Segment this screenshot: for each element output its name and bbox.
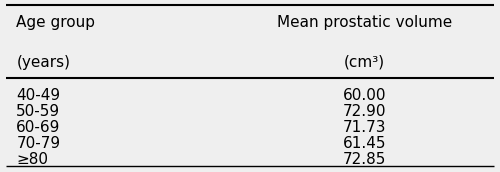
Text: 72.90: 72.90 <box>342 104 386 119</box>
Text: 71.73: 71.73 <box>342 120 386 135</box>
Text: 50-59: 50-59 <box>16 104 60 119</box>
Text: 40-49: 40-49 <box>16 88 60 104</box>
Text: (years): (years) <box>16 55 70 70</box>
Text: 60.00: 60.00 <box>342 88 386 104</box>
Text: 61.45: 61.45 <box>342 136 386 151</box>
Text: (cm³): (cm³) <box>344 55 385 70</box>
Text: ≥80: ≥80 <box>16 152 48 167</box>
Text: Age group: Age group <box>16 15 96 30</box>
Text: 70-79: 70-79 <box>16 136 60 151</box>
Text: Mean prostatic volume: Mean prostatic volume <box>276 15 452 30</box>
Text: 60-69: 60-69 <box>16 120 60 135</box>
Text: 72.85: 72.85 <box>342 152 386 167</box>
